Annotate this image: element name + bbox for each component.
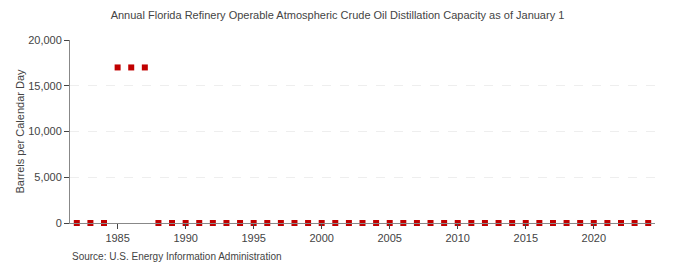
- svg-text:1995: 1995: [241, 232, 265, 244]
- svg-text:2020: 2020: [582, 232, 606, 244]
- svg-text:15,000: 15,000: [28, 80, 62, 92]
- svg-text:1990: 1990: [173, 232, 197, 244]
- svg-text:2010: 2010: [445, 232, 469, 244]
- svg-text:0: 0: [56, 217, 62, 229]
- svg-text:10,000: 10,000: [28, 125, 62, 137]
- svg-text:2015: 2015: [514, 232, 538, 244]
- svg-text:Source: U.S. Energy Informatio: Source: U.S. Energy Information Administ…: [72, 251, 282, 262]
- svg-text:2005: 2005: [377, 232, 401, 244]
- svg-text:2000: 2000: [309, 232, 333, 244]
- svg-text:20,000: 20,000: [28, 34, 62, 46]
- svg-text:1985: 1985: [105, 232, 129, 244]
- svg-text:Barrels per Calendar Day: Barrels per Calendar Day: [14, 69, 26, 194]
- svg-text:5,000: 5,000: [34, 171, 62, 183]
- svg-text:Annual Florida Refinery Operab: Annual Florida Refinery Operable Atmosph…: [111, 9, 565, 21]
